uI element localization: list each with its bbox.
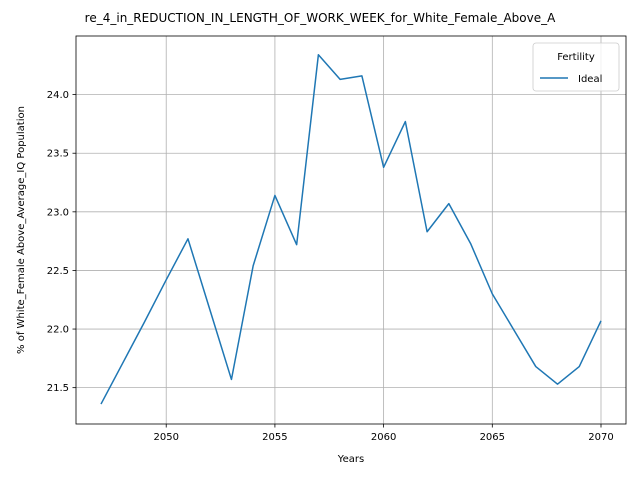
y-tick-label: 24.0 xyxy=(47,90,69,101)
plot-frame xyxy=(76,36,626,424)
y-tick-label: 23.5 xyxy=(47,149,69,160)
series-line-ideal xyxy=(101,55,601,404)
y-axis-ticks: 21.5 22.0 22.5 23.0 23.5 24.0 xyxy=(47,90,76,394)
legend-title: Fertility xyxy=(557,52,595,63)
legend-entry-ideal: Ideal xyxy=(578,74,602,85)
x-tick-label: 2060 xyxy=(371,432,396,443)
x-axis-label: Years xyxy=(337,454,364,465)
legend: Fertility Ideal xyxy=(533,43,619,91)
grid-lines xyxy=(76,36,626,424)
y-tick-label: 21.5 xyxy=(47,383,69,394)
legend-box xyxy=(533,43,619,91)
x-tick-label: 2050 xyxy=(153,432,178,443)
x-tick-label: 2055 xyxy=(262,432,287,443)
chart-title: re_4_in_REDUCTION_IN_LENGTH_OF_WORK_WEEK… xyxy=(85,11,556,25)
y-axis-label: % of White_Female Above_Average_IQ Popul… xyxy=(16,106,27,354)
y-tick-label: 23.0 xyxy=(47,207,69,218)
y-tick-label: 22.0 xyxy=(47,325,69,336)
x-tick-label: 2070 xyxy=(588,432,613,443)
x-tick-label: 2065 xyxy=(480,432,505,443)
y-tick-label: 22.5 xyxy=(47,266,69,277)
x-axis-ticks: 2050 2055 2060 2065 2070 xyxy=(153,424,613,443)
series-layer xyxy=(101,55,601,404)
